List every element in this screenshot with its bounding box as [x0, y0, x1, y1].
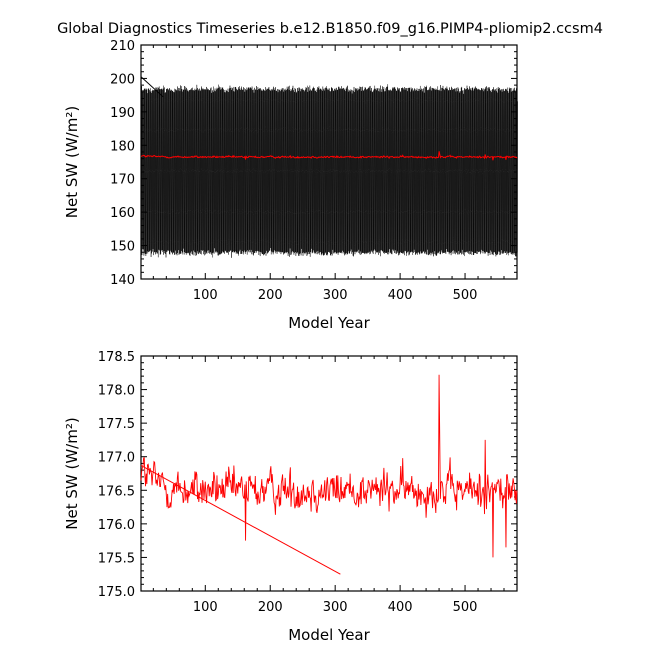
y-tick-label: 190: [110, 106, 135, 121]
y-tick-label: 177.0: [98, 451, 135, 466]
x-tick-label: 500: [453, 288, 478, 303]
x-tick-label: 500: [453, 600, 478, 615]
y-tick-label: 210: [110, 39, 135, 54]
x-tick-label: 100: [193, 288, 218, 303]
trend-line: [140, 76, 164, 98]
y-tick-label: 177.5: [98, 417, 135, 432]
y-tick-label: 178.0: [98, 384, 135, 399]
y-tick-label: 178.5: [98, 350, 135, 365]
y-tick-label: 175.0: [98, 585, 135, 600]
x-tick-label: 100: [193, 600, 218, 615]
y-tick-label: 140: [110, 273, 135, 288]
y-tick-label: 176.0: [98, 518, 135, 533]
x-axis-label: Model Year: [288, 314, 370, 332]
y-axis-label: Net SW (W/m²): [63, 417, 81, 529]
y-tick-label: 175.5: [98, 551, 135, 566]
annual-mean-line: [140, 374, 518, 558]
y-tick-label: 160: [110, 206, 135, 221]
x-tick-label: 200: [258, 600, 283, 615]
x-tick-label: 400: [388, 288, 413, 303]
x-tick-label: 300: [323, 600, 348, 615]
y-tick-label: 200: [110, 72, 135, 87]
plot-frame: [140, 355, 518, 592]
y-axis-label: Net SW (W/m²): [63, 106, 81, 218]
x-axis-label: Model Year: [288, 626, 370, 644]
plot-top: 100 200 300 400 500 140 150 160 170 180 190 200 210 M…: [63, 39, 518, 332]
y-tick-label: 176.5: [98, 484, 135, 499]
y-tick-label: 180: [110, 139, 135, 154]
x-tick-label: 200: [258, 288, 283, 303]
chart-title: Global Diagnostics Timeseries b.e12.B185…: [57, 21, 603, 37]
y-tick-label: 150: [110, 240, 135, 255]
trend-line: [140, 465, 341, 575]
annual-mean-line: [140, 151, 518, 161]
x-tick-label: 400: [388, 600, 413, 615]
x-tick-label: 300: [323, 288, 348, 303]
monthly-series-line: [140, 84, 518, 258]
y-tick-label: 170: [110, 173, 135, 188]
plot-bottom: 100 200 300 400 500 175.0 175.5 176.0 176.5 177.0…: [63, 350, 518, 644]
